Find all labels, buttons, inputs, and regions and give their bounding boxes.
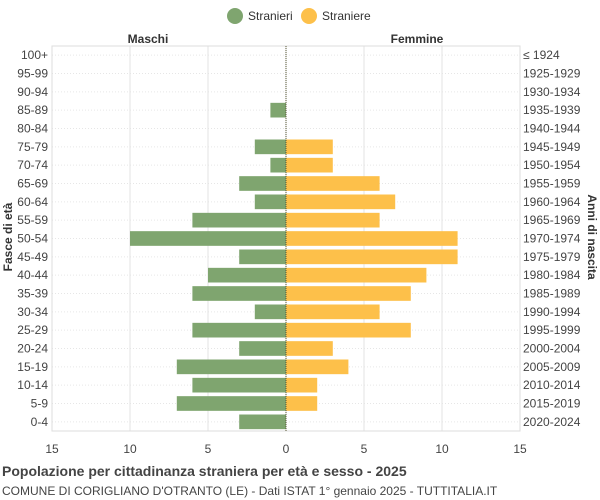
y-axis-title-right: Anni di nascita (585, 194, 599, 280)
age-label: 20-24 (17, 342, 48, 356)
birth-year-label: 1980-1984 (523, 268, 581, 282)
legend-label-stranieri: Stranieri (248, 9, 293, 23)
bar-female-45-49 (286, 249, 458, 265)
birth-year-label: ≤ 1924 (523, 48, 560, 62)
x-tick-label: 15 (45, 442, 59, 456)
bar-male-50-54 (130, 231, 286, 246)
age-label: 10-14 (17, 378, 48, 392)
bar-female-50-54 (286, 231, 458, 246)
birth-year-label: 1965-1969 (523, 213, 581, 227)
age-label: 30-34 (17, 305, 48, 319)
age-label: 25-29 (17, 323, 48, 337)
bar-male-40-44 (208, 267, 286, 283)
birth-year-label: 2010-2014 (523, 378, 581, 392)
age-label: 35-39 (17, 287, 48, 301)
age-label: 80-84 (17, 122, 48, 136)
age-label: 65-69 (17, 177, 48, 191)
bar-male-60-64 (254, 194, 286, 210)
bar-male-75-79 (254, 139, 286, 155)
birth-year-label: 1960-1964 (523, 195, 581, 209)
left-side-label: Maschi (128, 32, 169, 46)
bar-male-35-39 (192, 286, 286, 301)
bar-male-45-49 (239, 249, 286, 265)
population-pyramid-chart: Stranieri Straniere Maschi Femmine Fasce… (1, 8, 599, 456)
legend-label-straniere: Straniere (322, 9, 371, 23)
birth-year-label: 2000-2004 (523, 342, 581, 356)
birth-year-label: 2015-2019 (523, 397, 581, 411)
x-tick-label: 10 (435, 442, 449, 456)
age-label: 95-99 (17, 67, 48, 81)
birth-year-label: 1970-1974 (523, 232, 581, 246)
legend: Stranieri Straniere (227, 8, 371, 24)
bar-male-85-89 (270, 102, 286, 118)
bars (130, 46, 458, 431)
bar-female-65-69 (286, 176, 380, 191)
birth-year-label: 1990-1994 (523, 305, 581, 319)
bar-female-60-64 (286, 194, 396, 210)
birth-year-label: 1955-1959 (523, 177, 581, 191)
x-tick-label: 5 (205, 442, 212, 456)
birth-year-label: 1930-1934 (523, 85, 581, 99)
age-label: 55-59 (17, 213, 48, 227)
birth-year-label: 1975-1979 (523, 250, 581, 264)
bar-male-25-29 (192, 322, 286, 338)
right-side-label: Femmine (391, 32, 444, 46)
age-labels: 100+ 95-99 90-94 85-89 80-84 75-79 70-74 65-69 6… (17, 48, 48, 429)
legend-swatch-straniere (301, 8, 317, 24)
bar-male-0-4 (239, 414, 286, 430)
bar-male-70-74 (270, 157, 286, 173)
age-label: 5-9 (31, 397, 49, 411)
x-tick-label: 0 (283, 442, 290, 456)
bar-female-35-39 (286, 286, 411, 301)
birth-year-label: 2005-2009 (523, 360, 581, 374)
birth-year-label: 1925-1929 (523, 67, 581, 81)
birth-year-label: 1950-1954 (523, 158, 581, 172)
age-label: 15-19 (17, 360, 48, 374)
bar-male-15-19 (176, 359, 286, 375)
birth-year-label: 1940-1944 (523, 122, 581, 136)
y-axis-title-left: Fasce di età (1, 202, 15, 271)
chart-title: Popolazione per cittadinanza straniera p… (2, 463, 407, 479)
bar-male-30-34 (254, 304, 286, 320)
age-label: 50-54 (17, 232, 48, 246)
bar-female-40-44 (286, 267, 427, 283)
bar-male-10-14 (192, 377, 286, 393)
bar-female-30-34 (286, 304, 380, 320)
bar-female-55-59 (286, 212, 380, 228)
bar-female-25-29 (286, 322, 411, 338)
bar-male-5-9 (176, 396, 286, 411)
birth-year-label: 1995-1999 (523, 323, 581, 337)
age-label: 85-89 (17, 103, 48, 117)
age-label: 75-79 (17, 140, 48, 154)
age-label: 60-64 (17, 195, 48, 209)
x-tick-label: 5 (361, 442, 368, 456)
bar-female-20-24 (286, 341, 333, 356)
bar-male-20-24 (239, 341, 286, 356)
legend-swatch-stranieri (227, 8, 243, 24)
age-label: 90-94 (17, 85, 48, 99)
birth-year-label: 1945-1949 (523, 140, 581, 154)
age-label: 45-49 (17, 250, 48, 264)
bar-male-65-69 (239, 176, 286, 191)
birth-year-label: 1985-1989 (523, 287, 581, 301)
bar-female-75-79 (286, 139, 333, 155)
birth-year-label: 1935-1939 (523, 103, 581, 117)
x-tick-label: 10 (123, 442, 137, 456)
age-label: 70-74 (17, 158, 48, 172)
x-tick-label: 15 (513, 442, 527, 456)
bar-male-55-59 (192, 212, 286, 228)
bar-female-10-14 (286, 377, 318, 393)
birth-year-label: 2020-2024 (523, 415, 581, 429)
x-tick-labels: 15 10 5 0 5 10 15 (45, 442, 527, 456)
birth-year-labels: ≤ 1924 1925-1929 1930-1934 1935-1939 1940-19… (523, 48, 581, 429)
bar-female-70-74 (286, 157, 333, 173)
age-label: 100+ (21, 48, 48, 62)
bar-female-5-9 (286, 396, 318, 411)
chart-subtitle: COMUNE DI CORIGLIANO D'OTRANTO (LE) - Da… (2, 484, 498, 498)
age-label: 0-4 (31, 415, 49, 429)
bar-female-15-19 (286, 359, 349, 375)
age-label: 40-44 (17, 268, 48, 282)
